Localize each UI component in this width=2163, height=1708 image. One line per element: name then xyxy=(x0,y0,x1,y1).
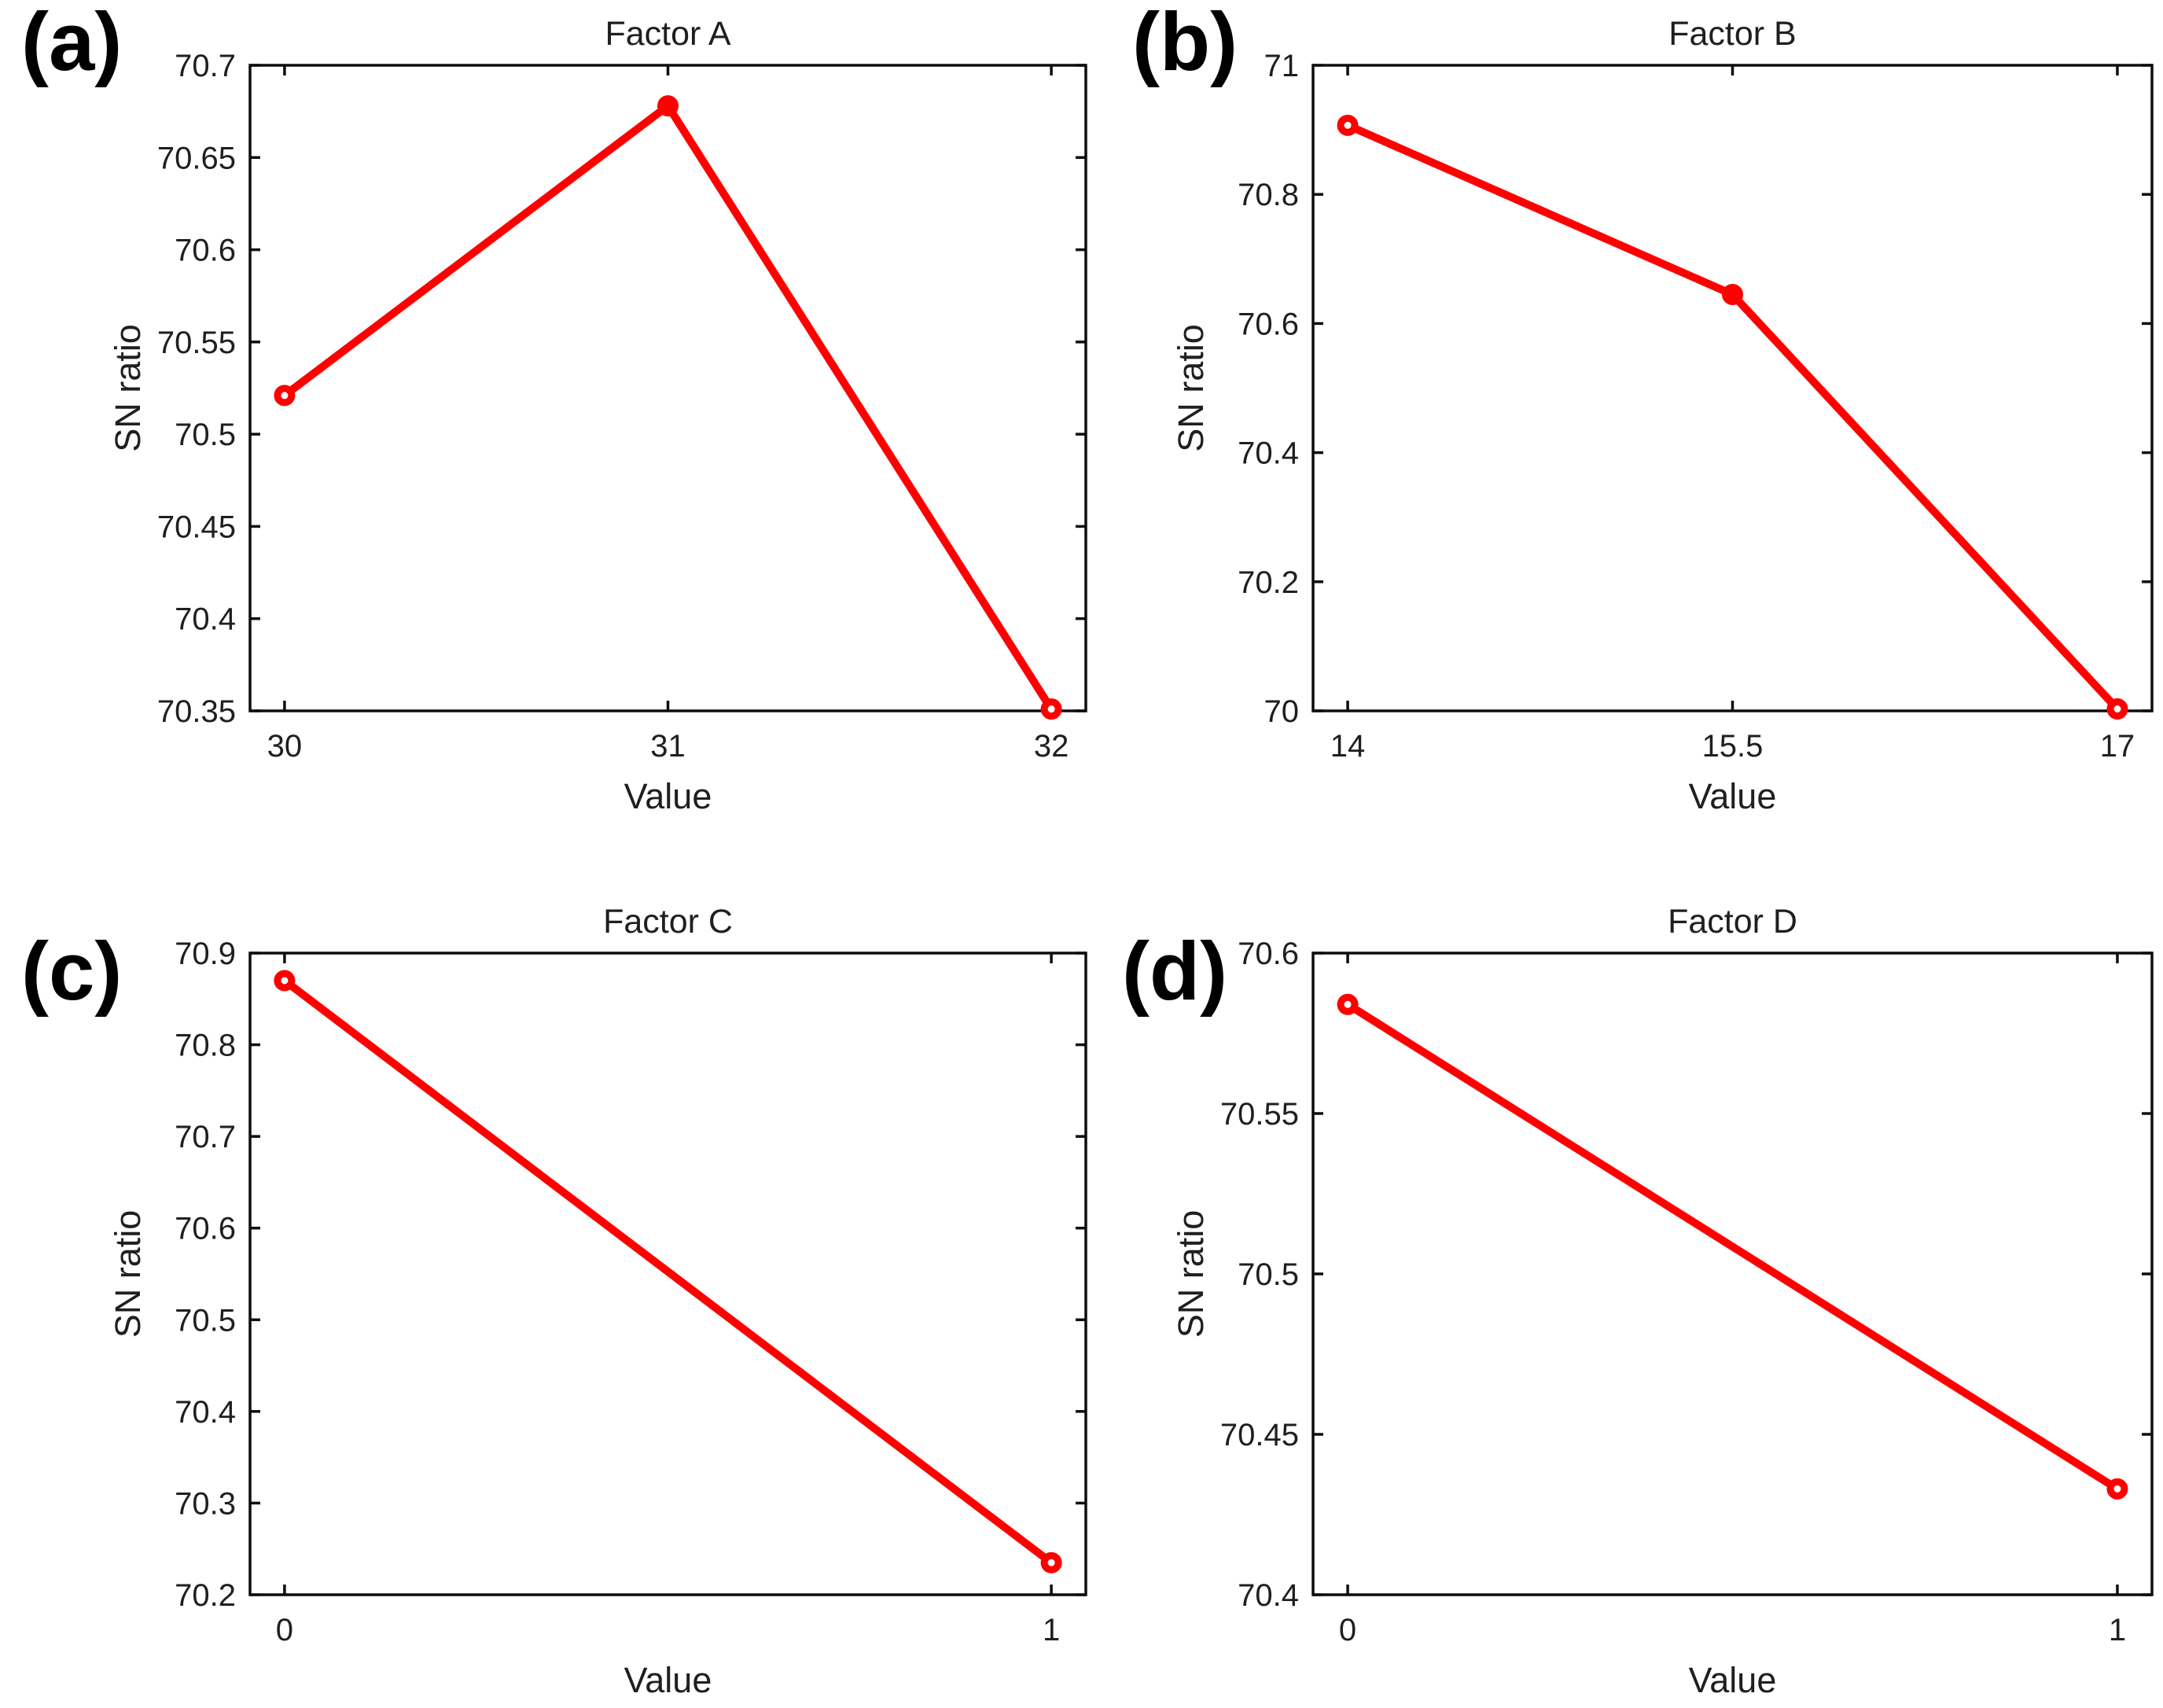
plot-title: Factor A xyxy=(605,15,730,53)
y-tick-label: 70.8 xyxy=(175,1029,236,1063)
plot-box xyxy=(248,64,1087,712)
x-tick-label: 0 xyxy=(276,1613,293,1647)
plot-title: Factor D xyxy=(1668,903,1797,941)
data-point-marker xyxy=(657,95,679,117)
y-tick-label: 70.4 xyxy=(1238,436,1299,471)
subplot-d: 0 1 70.4 70.45 70.5 70.55 70.6 Factor D Value SN … xyxy=(1122,903,2154,1700)
y-axis-label: SN ratio xyxy=(1171,1210,1211,1338)
data-point-marker xyxy=(1722,283,1743,305)
y-tick-label: 70.4 xyxy=(175,602,236,637)
subplot-b: 14 15.5 17 70 70.2 70.4 70.6 70.8 71 Factor B Valu… xyxy=(1132,0,2154,816)
y-tick-label: 70.6 xyxy=(175,1212,236,1246)
data-line xyxy=(280,101,1056,713)
x-axis-label: Value xyxy=(624,1660,712,1700)
data-point-marker xyxy=(2106,698,2128,720)
subplot-a: 30 31 32 70.35 70.4 70.45 70.5 70.55 70.6 70.65 70… xyxy=(21,0,1087,816)
x-tick-label: 31 xyxy=(650,729,686,764)
panel-letter: (b) xyxy=(1132,0,1238,88)
panel-letter: (a) xyxy=(21,0,122,88)
y-tick-label: 70.55 xyxy=(1220,1097,1299,1132)
data-point-marker xyxy=(1337,993,1359,1015)
data-point-marker xyxy=(1040,698,1062,720)
data-point-marker xyxy=(274,970,296,992)
x-tick-label: 1 xyxy=(1043,1613,1060,1647)
y-tick-label: 70.55 xyxy=(157,326,236,360)
y-tick-label: 70.45 xyxy=(1220,1418,1299,1452)
y-tick-label: 70.9 xyxy=(175,937,236,971)
data-point-marker xyxy=(1040,1552,1062,1574)
x-tick-label: 17 xyxy=(2100,729,2135,764)
y-axis-label: SN ratio xyxy=(1171,324,1211,452)
plot-title: Factor C xyxy=(603,903,733,941)
x-axis-label: Value xyxy=(1689,1660,1777,1700)
y-tick-label: 70.7 xyxy=(175,1120,236,1154)
data-point-marker xyxy=(1337,114,1359,136)
y-tick-label: 70.5 xyxy=(175,418,236,452)
subplot-c: 0 1 70.2 70.3 70.4 70.5 70.6 70.7 70.8 70.9 Factor… xyxy=(21,903,1087,1700)
y-axis-label: SN ratio xyxy=(108,1210,148,1338)
y-tick-label: 70.6 xyxy=(1238,937,1299,971)
y-tick-label: 70.6 xyxy=(175,234,236,268)
y-tick-label: 70.8 xyxy=(1238,178,1299,212)
data-point-marker xyxy=(2106,1478,2128,1500)
panel-letter: (d) xyxy=(1122,926,1227,1018)
y-tick-label: 70.2 xyxy=(1238,565,1299,600)
y-tick-label: 70.3 xyxy=(175,1486,236,1521)
y-tick-label: 70.4 xyxy=(175,1395,236,1430)
x-tick-label: 14 xyxy=(1330,729,1366,764)
data-point-marker xyxy=(274,385,296,407)
y-tick-label: 70.65 xyxy=(157,141,236,175)
y-tick-label: 70.6 xyxy=(1238,307,1299,341)
x-axis-label: Value xyxy=(624,776,712,816)
y-tick-label: 70.45 xyxy=(157,510,236,544)
plot-box xyxy=(248,952,1087,1596)
y-axis-label: SN ratio xyxy=(108,324,148,452)
y-tick-label: 70.4 xyxy=(1238,1578,1299,1613)
data-line xyxy=(1344,121,2121,713)
y-tick-label: 70 xyxy=(1264,694,1300,729)
panel-letter: (c) xyxy=(21,926,122,1018)
x-tick-label: 15.5 xyxy=(1702,729,1764,764)
plot-box xyxy=(1311,952,2154,1596)
y-tick-label: 70.5 xyxy=(175,1303,236,1338)
plot-title: Factor B xyxy=(1668,15,1797,53)
data-line xyxy=(1344,1000,2121,1493)
y-tick-label: 70.35 xyxy=(157,694,236,729)
x-tick-label: 0 xyxy=(1339,1613,1356,1647)
y-tick-label: 70.7 xyxy=(175,49,236,83)
data-line xyxy=(280,976,1056,1567)
y-tick-label: 70.5 xyxy=(1238,1257,1299,1292)
x-tick-label: 32 xyxy=(1034,729,1069,764)
x-tick-label: 1 xyxy=(2109,1613,2126,1647)
y-tick-label: 70.2 xyxy=(175,1578,236,1613)
x-axis-label: Value xyxy=(1689,776,1777,816)
x-tick-label: 30 xyxy=(267,729,303,764)
y-tick-label: 71 xyxy=(1264,49,1300,83)
